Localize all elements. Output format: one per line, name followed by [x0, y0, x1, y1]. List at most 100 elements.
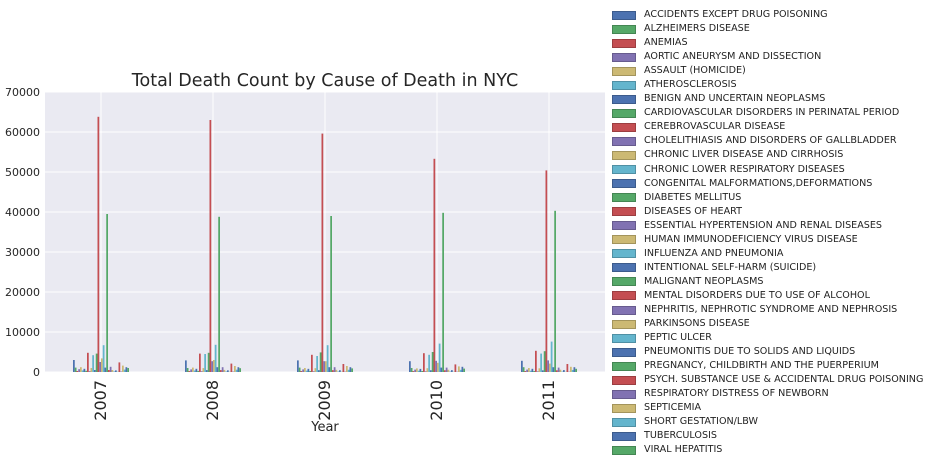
legend-label: PNEUMONITIS DUE TO SOLIDS AND LIQUIDS	[644, 346, 856, 358]
bar	[223, 369, 226, 372]
bar	[80, 367, 82, 372]
legend-label: CHOLELITHIASIS AND DISORDERS OF GALLBLAD…	[644, 135, 897, 147]
bar	[206, 370, 208, 372]
bar	[87, 352, 89, 372]
bar	[421, 371, 423, 372]
bar	[573, 367, 576, 372]
legend-item: PNEUMONITIS DUE TO SOLIDS AND LIQUIDS	[612, 345, 942, 359]
legend-label: ANEMIAS	[644, 37, 688, 49]
legend-item: RESPIRATORY DISTRESS OF NEWBORN	[612, 387, 942, 401]
bar	[526, 369, 528, 372]
legend-item: TUBERCULOSIS	[612, 429, 942, 443]
bar	[76, 371, 79, 372]
bar	[417, 370, 420, 372]
bar	[218, 216, 220, 372]
bar	[463, 368, 465, 372]
bar	[339, 370, 341, 372]
bar	[559, 369, 562, 372]
legend-item: INFLUENZA AND PNEUMONIA	[612, 247, 942, 261]
bar	[528, 368, 530, 372]
bar	[185, 360, 187, 372]
legend-swatch	[612, 193, 636, 203]
legend-item: HUMAN IMMUNODEFICIENCY VIRUS DISEASE	[612, 233, 942, 247]
bar	[346, 366, 348, 372]
bar	[202, 368, 205, 372]
legend-label: ACCIDENTS EXCEPT DRUG POISONING	[644, 9, 828, 21]
legend-item: ALZHEIMERS DISEASE	[612, 22, 942, 36]
bar	[529, 370, 532, 372]
bar	[305, 370, 308, 372]
bar	[426, 368, 429, 372]
bar	[542, 370, 544, 372]
bar	[74, 367, 77, 372]
legend-item: CEREBROVASCULAR DISEASE	[612, 120, 942, 134]
bar	[209, 120, 212, 372]
legend-swatch	[612, 235, 636, 245]
bar	[545, 170, 548, 372]
legend-item: CHOLELITHIASIS AND DISORDERS OF GALLBLAD…	[612, 134, 942, 148]
bar	[575, 368, 577, 372]
bar	[524, 371, 527, 372]
bar	[192, 367, 194, 372]
bar	[298, 367, 301, 372]
bar	[88, 371, 91, 372]
bar	[227, 370, 229, 372]
legend-swatch	[612, 445, 636, 455]
legend-label: VIRAL HEPATITIS	[644, 444, 723, 456]
legend-label: DIABETES MELLITUS	[644, 191, 742, 203]
bar	[438, 343, 441, 372]
bar	[433, 158, 436, 372]
bar	[78, 369, 80, 372]
bar	[533, 371, 535, 372]
bar	[428, 354, 430, 372]
legend-item: MALIGNANT NEOPLASMS	[612, 275, 942, 289]
legend-swatch	[612, 375, 636, 385]
bar	[106, 214, 108, 372]
bar	[186, 368, 189, 372]
legend-item: ASSAULT (HOMICIDE)	[612, 64, 942, 78]
legend-swatch	[612, 165, 636, 175]
legend-item: PARKINSONS DISEASE	[612, 317, 942, 331]
legend-item: VIRAL HEPATITIS	[612, 443, 942, 457]
bar	[123, 369, 126, 372]
legend-label: PEPTIC ULCER	[644, 332, 712, 344]
bar	[347, 369, 350, 372]
bar	[328, 367, 331, 372]
bar	[239, 368, 241, 372]
bar	[556, 370, 558, 372]
bar	[118, 362, 121, 372]
legend-label: CARDIOVASCULAR DISORDERS IN PERINATAL PE…	[644, 107, 900, 119]
legend-swatch	[612, 305, 636, 315]
y-tick-label: 50000	[5, 166, 40, 179]
bar	[109, 366, 112, 372]
legend-swatch	[612, 277, 636, 287]
x-axis-label: Year	[310, 420, 339, 435]
x-tick-label: 2011	[539, 380, 558, 421]
bar	[326, 345, 329, 372]
bar	[521, 360, 523, 372]
bar	[419, 368, 422, 372]
legend-item: CARDIOVASCULAR DISORDERS IN PERINATAL PE…	[612, 106, 942, 120]
bar	[540, 353, 542, 372]
y-tick-label: 40000	[5, 206, 40, 219]
bar	[437, 362, 439, 372]
bar	[207, 352, 210, 372]
legend-swatch	[612, 431, 636, 441]
legend-swatch	[612, 333, 636, 343]
bar	[549, 363, 551, 372]
bar	[122, 365, 124, 372]
bar	[444, 370, 446, 372]
legend-label: NEPHRITIS, NEPHROTIC SYNDROME AND NEPHRO…	[644, 304, 898, 315]
bar	[225, 371, 227, 372]
bar	[319, 352, 322, 372]
legend-swatch	[612, 38, 636, 48]
legend-item: ESSENTIAL HYPERTENSION AND RENAL DISEASE…	[612, 219, 942, 233]
bar	[454, 364, 457, 372]
bar	[81, 370, 84, 372]
bar	[127, 368, 129, 372]
bar	[451, 370, 453, 372]
bar	[108, 370, 110, 372]
bar	[221, 367, 224, 372]
bar	[461, 366, 464, 372]
legend-label: MENTAL DISORDERS DUE TO USE OF ALCOHOL	[644, 289, 870, 301]
